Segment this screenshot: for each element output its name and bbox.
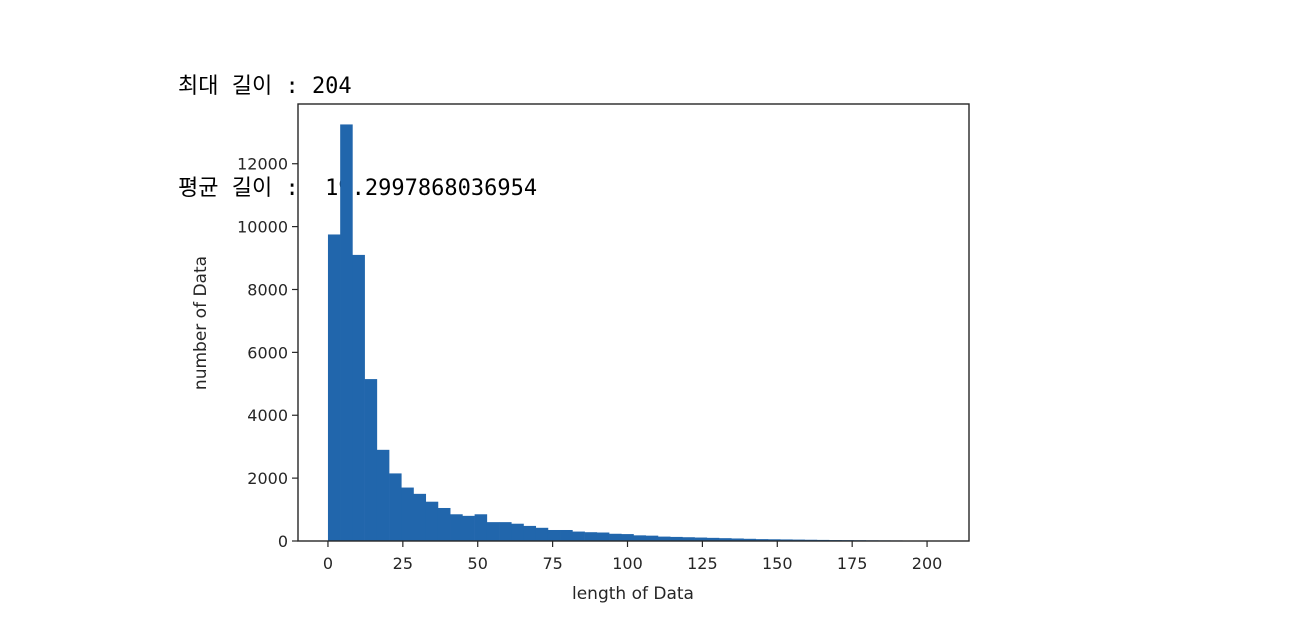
histogram-bar bbox=[450, 514, 463, 541]
histogram-bar bbox=[486, 522, 500, 541]
histogram-bar bbox=[511, 523, 524, 541]
histogram-bar bbox=[645, 535, 659, 541]
histogram-bar bbox=[352, 254, 365, 541]
y-tick-label: 12000 bbox=[237, 155, 288, 174]
x-tick-label: 75 bbox=[542, 554, 562, 573]
histogram-bar bbox=[499, 522, 512, 541]
histogram-bar bbox=[731, 538, 744, 541]
histogram-bar bbox=[767, 539, 781, 541]
histogram-bar bbox=[670, 536, 683, 541]
output-text: 최대 길이 : 204 평균 길이 : 19.2997868036954 bbox=[178, 2, 537, 240]
plot-frame bbox=[297, 103, 970, 542]
y-axis-label: number of Data bbox=[191, 256, 211, 390]
x-tick-label: 150 bbox=[762, 554, 793, 573]
x-tick-label: 125 bbox=[687, 554, 718, 573]
histogram-bar bbox=[474, 514, 488, 541]
histogram-bar bbox=[327, 234, 341, 541]
y-tick-label: 2000 bbox=[247, 469, 288, 488]
mean-length-line: 평균 길이 : 19.2997868036954 bbox=[178, 176, 538, 201]
histogram-bar bbox=[621, 534, 634, 541]
histogram-bar bbox=[719, 538, 732, 541]
histogram-bar bbox=[340, 124, 353, 542]
histogram-bar bbox=[609, 533, 622, 541]
histogram-bar bbox=[633, 535, 647, 541]
x-tick-label: 25 bbox=[393, 554, 413, 573]
histogram-bar bbox=[401, 487, 414, 541]
histogram-bar bbox=[780, 539, 793, 541]
y-tick-label: 4000 bbox=[247, 406, 288, 425]
x-tick-label: 200 bbox=[912, 554, 943, 573]
y-tick-label: 8000 bbox=[247, 280, 288, 299]
max-length-line: 최대 길이 : 204 bbox=[178, 74, 352, 99]
x-tick-label: 0 bbox=[323, 554, 333, 573]
histogram-bar bbox=[584, 532, 598, 541]
histogram-bar bbox=[425, 501, 439, 541]
histogram-bar bbox=[694, 537, 708, 541]
y-tick-label: 10000 bbox=[237, 218, 288, 237]
y-tick-label: 0 bbox=[278, 532, 288, 551]
histogram-bar bbox=[413, 493, 427, 541]
y-axis-ticks: 0 2000 4000 6000 8000 10000 12000 bbox=[237, 155, 298, 551]
histogram-bar bbox=[682, 537, 695, 541]
x-tick-label: 50 bbox=[468, 554, 488, 573]
x-axis-label: length of Data bbox=[572, 584, 694, 604]
x-tick-label: 175 bbox=[837, 554, 868, 573]
histogram-bar bbox=[376, 449, 390, 541]
x-axis-ticks: 0 25 50 75 100 125 150 175 200 bbox=[323, 541, 942, 573]
histogram-bar bbox=[792, 539, 805, 541]
x-tick-label: 100 bbox=[612, 554, 643, 573]
histogram-bar bbox=[755, 539, 769, 541]
histogram-bar bbox=[535, 527, 549, 541]
histogram-bar bbox=[657, 536, 671, 541]
histogram-bar bbox=[364, 379, 378, 541]
histogram-bar bbox=[596, 532, 610, 541]
histogram-bar bbox=[523, 525, 537, 541]
histogram-bar bbox=[547, 529, 561, 541]
y-tick-label: 6000 bbox=[247, 343, 288, 362]
histogram-bar bbox=[389, 473, 402, 541]
histogram-bar bbox=[572, 531, 585, 541]
histogram-bar bbox=[560, 529, 573, 541]
histogram-bar bbox=[743, 538, 757, 541]
histogram-bars bbox=[327, 124, 940, 542]
histogram-bar bbox=[706, 537, 720, 541]
histogram-bar bbox=[437, 507, 451, 541]
histogram-bar bbox=[462, 515, 475, 541]
